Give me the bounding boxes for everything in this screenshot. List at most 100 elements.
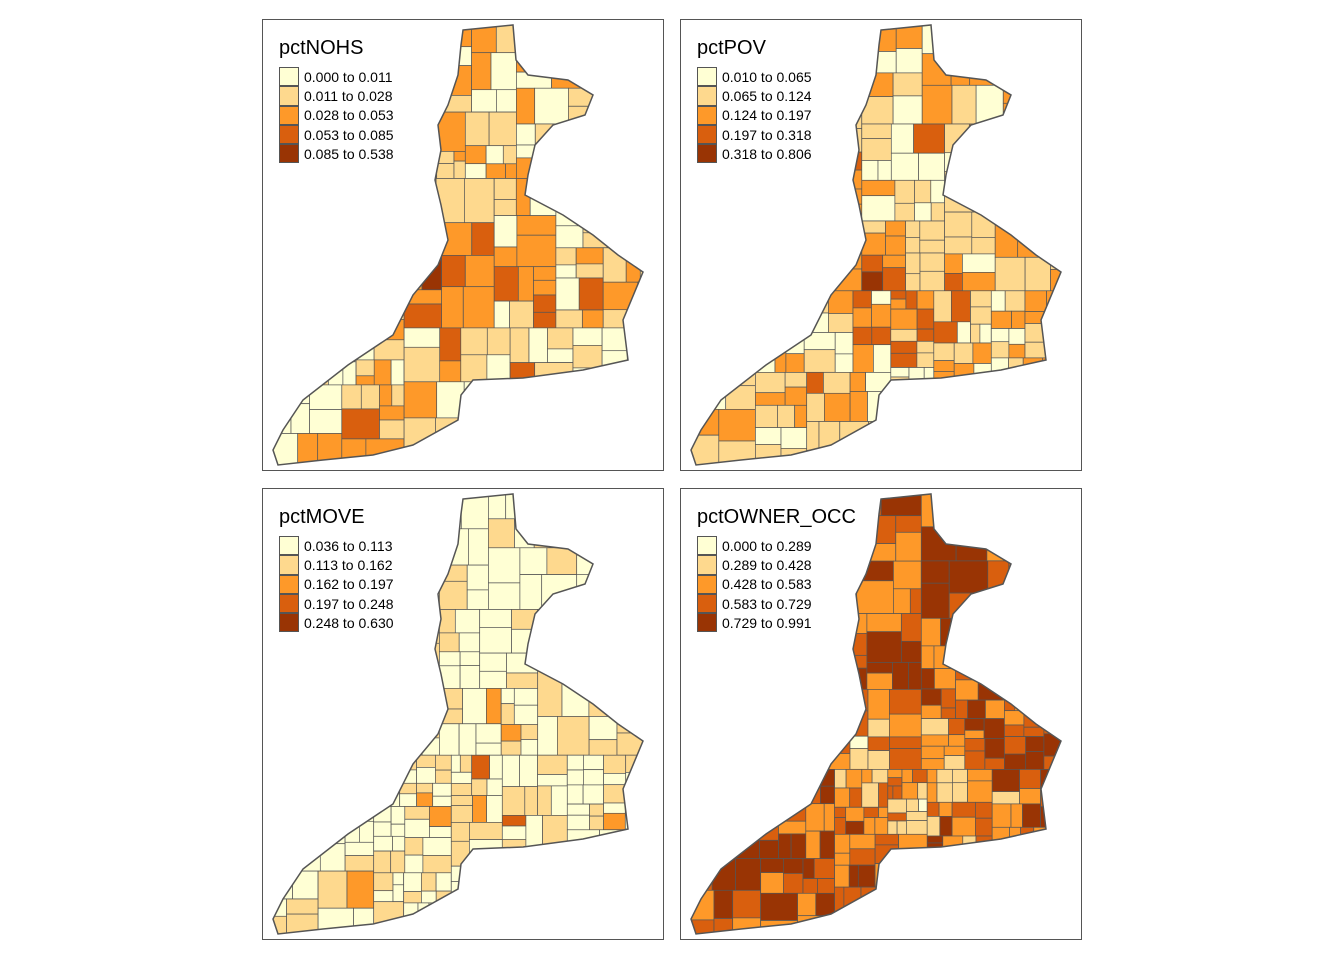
census-tract	[463, 414, 511, 441]
census-tract	[916, 352, 935, 368]
census-tract	[950, 46, 971, 86]
census-tract	[1043, 710, 1061, 735]
census-tract	[890, 308, 918, 330]
census-tract	[1007, 494, 1036, 517]
census-tract	[778, 833, 792, 859]
census-tract	[436, 163, 455, 179]
census-tract	[1064, 827, 1082, 856]
census-tract	[749, 721, 793, 743]
map-panel-pctPOV: pctPOV 0.010 to 0.065 0.065 to 0.124 0.1…	[680, 19, 1082, 471]
census-tract	[948, 389, 964, 402]
census-tract	[895, 531, 922, 562]
census-tract	[878, 916, 890, 934]
census-tract	[505, 494, 535, 520]
census-tract	[779, 235, 798, 261]
census-tract	[914, 863, 928, 888]
census-tract	[905, 220, 921, 238]
census-tract	[486, 688, 502, 725]
census-tract	[871, 326, 892, 346]
census-tract	[547, 327, 574, 350]
census-tract	[867, 750, 890, 770]
census-tract	[317, 907, 354, 934]
census-tract	[1002, 25, 1045, 37]
census-tract	[273, 631, 280, 659]
census-tract	[704, 802, 732, 838]
census-tract	[898, 849, 928, 864]
census-tract	[525, 815, 543, 848]
census-tract	[940, 688, 956, 709]
census-tract	[319, 781, 340, 806]
census-tract	[566, 846, 600, 864]
census-tract	[450, 783, 473, 796]
census-tract	[572, 414, 591, 431]
census-tract	[909, 886, 928, 911]
census-tract	[828, 753, 851, 770]
census-tract	[783, 858, 804, 874]
census-tract	[511, 628, 539, 654]
census-tract	[311, 178, 346, 214]
legend-item: 0.729 to 0.991	[697, 613, 856, 633]
census-tract	[273, 403, 292, 434]
census-tract	[857, 864, 876, 888]
census-tract	[861, 179, 896, 197]
census-tract	[1052, 873, 1061, 914]
census-tract	[885, 235, 907, 256]
census-tract	[779, 222, 798, 237]
census-tract	[273, 915, 287, 934]
census-tract	[546, 883, 568, 895]
census-tract	[940, 707, 956, 720]
census-tract	[421, 872, 437, 892]
census-tract	[791, 695, 829, 723]
census-tract	[964, 435, 992, 453]
census-tract	[379, 419, 405, 440]
census-tract	[402, 510, 440, 545]
census-tract	[1040, 769, 1061, 791]
census-tract	[417, 681, 440, 708]
census-tract	[450, 920, 463, 934]
census-tract	[488, 494, 507, 520]
census-tract	[691, 251, 713, 292]
census-tract	[1067, 734, 1083, 770]
census-tract	[967, 873, 991, 892]
census-tract	[602, 309, 639, 329]
census-tract	[490, 52, 517, 91]
census-tract	[955, 668, 979, 681]
census-tract	[703, 836, 732, 859]
census-tract	[848, 864, 859, 888]
census-tract	[439, 494, 462, 530]
census-tract	[1031, 680, 1048, 695]
census-tract	[362, 178, 381, 195]
census-tract	[970, 323, 981, 344]
census-tract	[905, 407, 920, 427]
census-tract	[981, 25, 1004, 48]
census-tract	[488, 893, 511, 916]
census-tract	[639, 888, 643, 910]
census-tract	[933, 435, 965, 453]
census-tract	[813, 858, 835, 879]
census-tract	[1011, 649, 1048, 669]
census-tract	[986, 494, 1008, 517]
census-tract	[1036, 148, 1061, 178]
legend-swatch	[697, 124, 717, 145]
census-tract	[1047, 620, 1061, 645]
census-tract	[905, 290, 918, 310]
census-tract	[834, 833, 851, 854]
census-tract	[576, 494, 595, 509]
census-tract	[576, 507, 592, 533]
census-tract	[730, 834, 760, 860]
census-tract	[422, 837, 452, 856]
census-tract	[423, 165, 438, 179]
census-tract	[273, 295, 295, 320]
census-tract	[846, 710, 869, 737]
census-tract	[606, 221, 640, 249]
census-tract	[962, 272, 996, 292]
census-tract	[834, 787, 851, 808]
census-tract	[939, 816, 953, 837]
census-tract	[967, 900, 997, 934]
census-tract	[950, 617, 965, 650]
census-tract	[725, 363, 756, 387]
census-tract	[1031, 668, 1048, 681]
census-tract	[920, 617, 941, 647]
census-tract	[576, 531, 599, 556]
census-tract	[1047, 668, 1061, 685]
